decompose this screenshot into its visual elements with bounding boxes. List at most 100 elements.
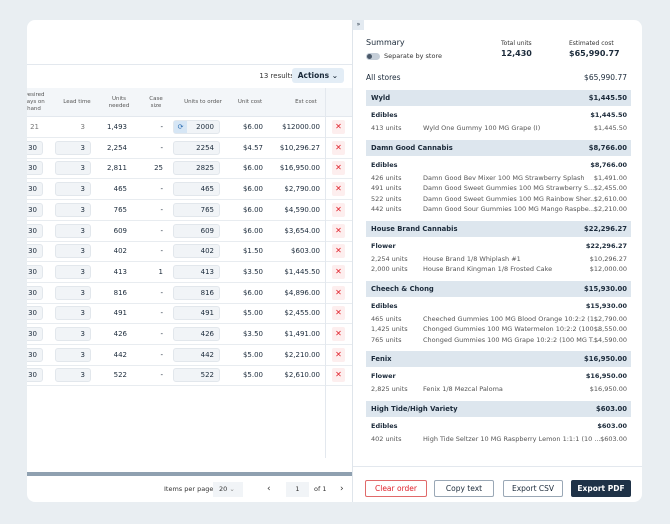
est-cost: $4,590.00 (284, 205, 320, 214)
lead-time-input[interactable]: 3 (55, 223, 91, 238)
lead-time-input[interactable]: 3 (55, 347, 91, 362)
lead-time-input[interactable]: 3 (55, 182, 91, 197)
item-cost: $1,491.00 (593, 173, 627, 182)
lead-time-input[interactable]: 3 (55, 306, 91, 321)
desired-days-input[interactable]: 30 (27, 161, 43, 176)
units-needed: 609 (113, 226, 127, 235)
col-lead-time[interactable]: Lead time (63, 99, 91, 105)
units-needed: 413 (113, 267, 127, 276)
lead-time-input[interactable]: 3 (55, 327, 91, 341)
units-to-order-input[interactable]: 491 (173, 306, 220, 321)
units-to-order-input[interactable]: 402 (173, 244, 220, 259)
desired-days-input[interactable]: 30 (27, 347, 43, 362)
units-to-order-input[interactable]: 2825 (173, 161, 220, 176)
category-name: Edibles (371, 160, 398, 169)
next-page-icon[interactable]: › (340, 484, 344, 494)
separate-by-store-toggle[interactable] (366, 53, 380, 60)
item-name: Chonged Gummies 100 MG Grape 10:2:2 (100… (423, 335, 599, 344)
brand-header: High Tide/High Variety $603.00 (366, 400, 631, 417)
units-to-order-input[interactable]: 465 (173, 182, 220, 197)
prev-page-icon[interactable]: ‹ (267, 484, 271, 494)
desired-days-input[interactable]: 30 (27, 223, 43, 238)
brand-name: Fenix (371, 355, 392, 363)
lead-time-input[interactable]: 3 (55, 244, 91, 259)
delete-row-icon[interactable]: ✕ (332, 244, 345, 259)
units-to-order-input[interactable]: 609 (173, 223, 220, 238)
export-pdf-button[interactable]: Export PDF (571, 480, 631, 497)
category-name: Edibles (371, 421, 398, 430)
summary-list: All stores $65,990.77 Wyld $1,445.50 Edibl… (366, 73, 631, 465)
collapse-panel-icon[interactable]: » (353, 20, 364, 30)
desired-days-input[interactable]: 30 (27, 140, 43, 155)
col-case-size[interactable]: Case size (149, 96, 163, 109)
item-name: Chonged Gummies 100 MG Watermelon 10:2:2… (423, 325, 602, 333)
item-cost: $10,296.27 (589, 254, 627, 263)
delete-row-icon[interactable]: ✕ (332, 285, 345, 300)
table-row: 30 3 413 1 413 $3.50 $1,445.50 ✕ (27, 262, 352, 283)
case-size: - (160, 185, 163, 194)
category-row: Edibles $603.00 (366, 421, 631, 434)
delete-row-icon[interactable]: ✕ (332, 306, 345, 321)
delete-row-icon[interactable]: ✕ (332, 347, 345, 362)
unit-cost: $6.00 (242, 164, 263, 173)
item-units: 442 units (371, 205, 402, 213)
units-to-order-input[interactable]: 765 (173, 202, 220, 217)
items-per-page-select[interactable]: 20 ⌄ (213, 482, 243, 497)
actions-button[interactable]: Actions ⌄ (291, 68, 344, 83)
units-to-order-input[interactable]: 413 (173, 264, 220, 279)
delete-row-icon[interactable]: ✕ (332, 223, 345, 238)
table-row: 30 3 465 - 465 $6.00 $2,790.00 ✕ (27, 179, 352, 201)
units-to-order-input[interactable]: 426 (173, 327, 220, 341)
units-to-order-value: 765 (200, 205, 214, 214)
units-needed: 426 (113, 330, 127, 338)
col-units-to-order[interactable]: Units to order (184, 99, 222, 105)
case-size: 1 (158, 267, 163, 276)
col-unit-cost[interactable]: Unit cost (237, 99, 263, 105)
units-to-order-input[interactable]: 816 (173, 285, 220, 300)
summary-item: 413 units Wyld One Gummy 100 MG Grape (I)… (366, 123, 631, 134)
est-cost: $2,610.00 (284, 371, 320, 380)
lead-time-input[interactable]: 3 (55, 368, 91, 383)
delete-row-icon[interactable]: ✕ (332, 120, 345, 134)
desired-days-input[interactable]: 30 (27, 368, 43, 383)
lead-time-input[interactable]: 3 (55, 285, 91, 300)
lead-time-input[interactable]: 3 (55, 140, 91, 155)
item-cost: $2,610.00 (593, 194, 627, 203)
brand-total: $22,296.27 (584, 224, 627, 233)
units-to-order-input[interactable]: 522 (173, 368, 220, 383)
delete-row-icon[interactable]: ✕ (332, 264, 345, 279)
delete-row-icon[interactable]: ✕ (332, 202, 345, 217)
delete-row-icon[interactable]: ✕ (332, 140, 345, 155)
lead-time-input[interactable]: 3 (55, 264, 91, 279)
desired-days-input[interactable]: 30 (27, 182, 43, 197)
export-csv-button[interactable]: Export CSV (503, 480, 563, 497)
units-to-order-input[interactable]: 442 (173, 347, 220, 362)
unit-cost: $6.00 (242, 226, 263, 235)
desired-days-input[interactable]: 30 (27, 306, 43, 321)
units-to-order-input[interactable]: ⟳ 2000 (173, 120, 220, 134)
page-input[interactable]: 1 (286, 482, 309, 497)
delete-row-icon[interactable]: ✕ (332, 161, 345, 176)
col-est-cost[interactable]: Est cost (295, 99, 317, 105)
refresh-icon[interactable]: ⟳ (174, 121, 187, 133)
desired-days-input[interactable]: 30 (27, 244, 43, 259)
desired-days-input[interactable]: 30 (27, 327, 43, 341)
desired-days-input[interactable]: 30 (27, 285, 43, 300)
desired-days-input[interactable]: 30 (27, 202, 43, 217)
delete-row-icon[interactable]: ✕ (332, 327, 345, 341)
clear-order-button[interactable]: Clear order (365, 480, 427, 497)
lead-time-input[interactable]: 3 (55, 161, 91, 176)
brand-header: Cheech & Chong $15,930.00 (366, 280, 631, 297)
copy-text-button[interactable]: Copy text (434, 480, 494, 497)
delete-row-icon[interactable]: ✕ (332, 182, 345, 197)
delete-row-icon[interactable]: ✕ (332, 368, 345, 383)
desired-days-input[interactable]: 30 (27, 264, 43, 279)
col-units-needed[interactable]: Units needed (108, 96, 130, 109)
summary-item: 465 units Cheeched Gummies 100 MG Blood O… (366, 314, 631, 325)
units-needed: 465 (113, 185, 127, 194)
horizontal-scrollbar[interactable] (27, 472, 352, 476)
lead-time-input[interactable]: 3 (55, 202, 91, 217)
units-to-order-value: 491 (200, 309, 214, 318)
units-to-order-input[interactable]: 2254 (173, 140, 220, 155)
